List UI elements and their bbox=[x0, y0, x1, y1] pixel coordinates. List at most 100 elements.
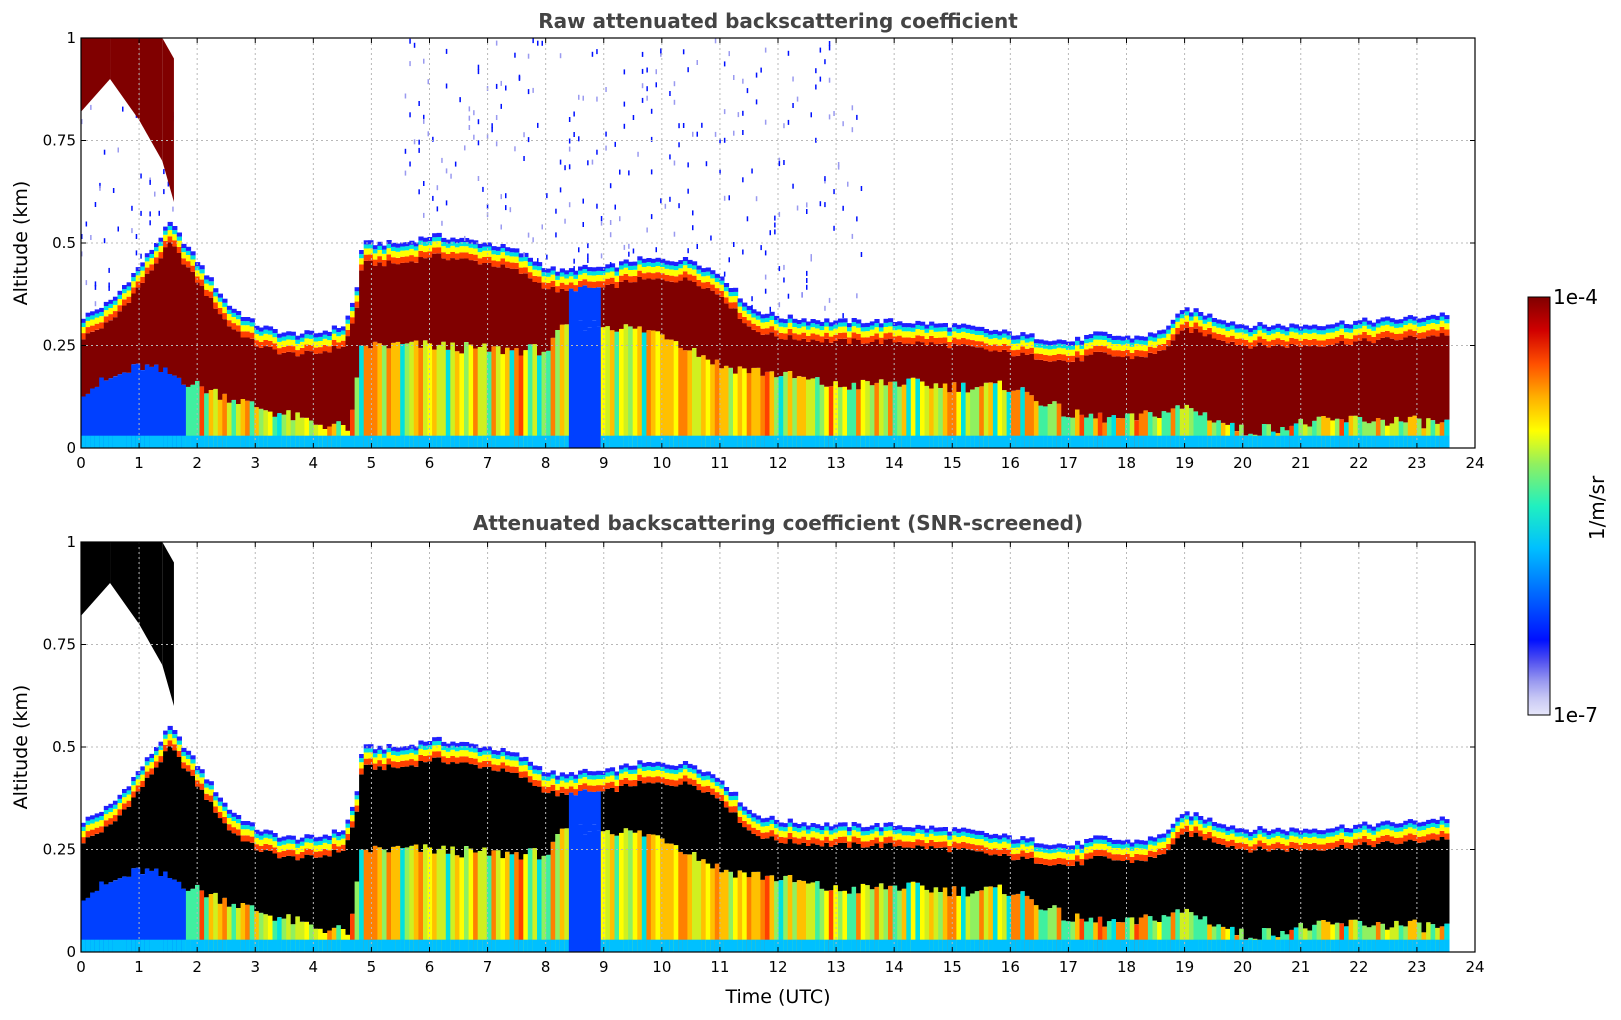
noise-speck bbox=[687, 162, 689, 168]
heat-cell bbox=[1020, 850, 1026, 857]
heat-cell bbox=[623, 767, 629, 772]
heat-cell bbox=[1138, 340, 1144, 345]
heat-cell bbox=[1125, 339, 1131, 344]
heat-cell bbox=[1075, 855, 1081, 862]
heat-cell bbox=[764, 334, 771, 372]
heat-cell bbox=[263, 837, 269, 844]
heat-cell bbox=[350, 317, 356, 324]
heat-cell bbox=[454, 855, 461, 952]
heat-cell bbox=[1348, 328, 1354, 333]
heat-cell bbox=[842, 338, 848, 387]
heat-cell bbox=[660, 771, 666, 778]
heat-cell bbox=[131, 791, 137, 798]
heat-cell bbox=[126, 786, 132, 791]
surface-cell bbox=[1047, 435, 1053, 448]
surface-cell bbox=[892, 939, 898, 952]
heat-cell bbox=[623, 273, 629, 280]
heat-cell bbox=[664, 339, 670, 448]
heat-cell bbox=[669, 785, 675, 844]
heat-cell bbox=[482, 767, 488, 848]
heat-cell bbox=[90, 315, 96, 320]
surface-cell bbox=[226, 435, 233, 448]
heat-cell bbox=[395, 768, 401, 846]
noise-speck bbox=[783, 123, 785, 129]
heat-cell bbox=[1225, 343, 1231, 425]
x-tick-label: 24 bbox=[1465, 958, 1484, 976]
heat-cell bbox=[445, 764, 451, 854]
heat-cell bbox=[992, 334, 999, 339]
heat-cell bbox=[423, 241, 429, 246]
heat-cell bbox=[313, 347, 319, 354]
surface-cell bbox=[1202, 939, 1208, 952]
surface-cell bbox=[377, 435, 383, 448]
heat-cell bbox=[983, 886, 989, 952]
heat-cell bbox=[1002, 343, 1008, 350]
heat-cell bbox=[705, 281, 711, 288]
heat-cell bbox=[956, 832, 962, 837]
heat-cell bbox=[527, 344, 533, 448]
heat-cell bbox=[619, 281, 625, 329]
heat-cell bbox=[1407, 920, 1413, 952]
heat-cell bbox=[1216, 837, 1222, 844]
heat-cell bbox=[1029, 347, 1035, 354]
heat-cell bbox=[277, 858, 283, 918]
noise-speck bbox=[819, 47, 822, 53]
surface-cell bbox=[1375, 435, 1382, 448]
heat-cell bbox=[135, 785, 141, 792]
heat-cell bbox=[837, 387, 844, 448]
heat-cell bbox=[112, 376, 119, 448]
heat-cell bbox=[391, 257, 397, 264]
heat-cell bbox=[1403, 926, 1409, 952]
heat-cell bbox=[664, 268, 670, 275]
heat-cell bbox=[646, 266, 652, 273]
heat-cell bbox=[509, 256, 515, 263]
heat-cell bbox=[1097, 412, 1103, 448]
heat-cell bbox=[1239, 832, 1245, 837]
heat-cell bbox=[354, 791, 360, 796]
heat-cell bbox=[1407, 329, 1413, 336]
surface-cell bbox=[1421, 939, 1427, 952]
noise-speck bbox=[673, 160, 676, 166]
heat-cell bbox=[245, 904, 251, 952]
heat-cell bbox=[144, 257, 150, 262]
heat-cell bbox=[1184, 831, 1190, 909]
heat-cell bbox=[828, 890, 834, 952]
heat-cell bbox=[1097, 345, 1103, 352]
heat-cell bbox=[1416, 826, 1423, 831]
surface-cell bbox=[386, 939, 392, 952]
heat-cell bbox=[1102, 835, 1108, 840]
surface-cell bbox=[350, 435, 356, 448]
heat-cell bbox=[614, 785, 620, 792]
heat-cell bbox=[340, 334, 347, 341]
heat-cell bbox=[1102, 335, 1108, 340]
surface-cell bbox=[942, 435, 948, 448]
heat-cell bbox=[372, 341, 378, 448]
heat-cell bbox=[409, 341, 415, 448]
heat-cell bbox=[1138, 844, 1144, 849]
heat-cell bbox=[682, 769, 689, 776]
surface-cell bbox=[149, 939, 155, 952]
heat-cell bbox=[1147, 412, 1154, 448]
heat-cell bbox=[1079, 852, 1085, 859]
surface-cell bbox=[1088, 939, 1094, 952]
surface-cell bbox=[1325, 435, 1331, 448]
noise-speck bbox=[413, 139, 416, 145]
heat-cell bbox=[1070, 349, 1076, 356]
heat-cell bbox=[359, 270, 365, 346]
heat-cell bbox=[1129, 846, 1135, 851]
surface-cell bbox=[468, 939, 474, 952]
noise-speck bbox=[537, 40, 539, 46]
heat-cell bbox=[1129, 917, 1135, 952]
heat-cell bbox=[1211, 322, 1217, 327]
surface-cell bbox=[195, 435, 201, 448]
heat-cell bbox=[1006, 335, 1012, 340]
surface-cell bbox=[304, 939, 310, 952]
surface-cell bbox=[190, 939, 196, 952]
noise-speck bbox=[117, 147, 119, 153]
heat-cell bbox=[555, 279, 561, 287]
heat-cell bbox=[231, 827, 237, 834]
surface-cell bbox=[108, 939, 114, 952]
noise-speck bbox=[769, 306, 771, 312]
heat-cell bbox=[1248, 332, 1254, 337]
heat-cell bbox=[222, 897, 228, 952]
